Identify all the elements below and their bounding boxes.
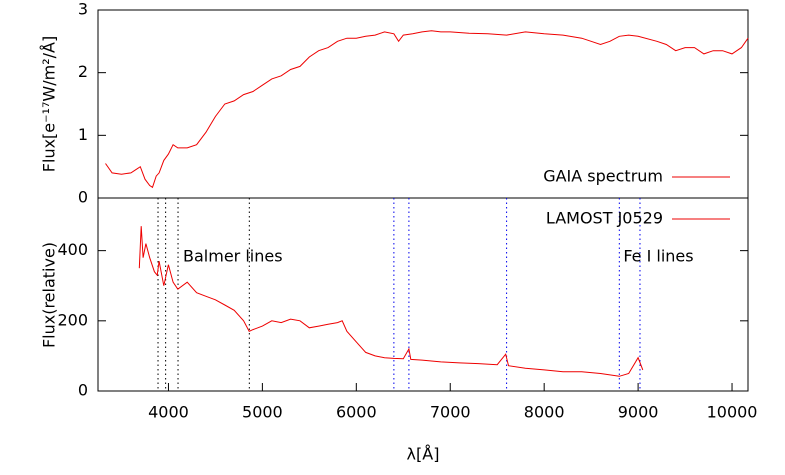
y-axis-label: Flux[e⁻¹⁷W/m²/Å]	[40, 36, 59, 172]
y-tick-label: 2	[78, 62, 88, 81]
y-axis-label: Flux(relative)	[40, 242, 59, 348]
legend-label: GAIA spectrum	[543, 167, 663, 186]
reference-label: Balmer lines	[183, 247, 283, 266]
x-tick-label: 4000	[148, 403, 189, 422]
x-tick-label: 9000	[618, 403, 659, 422]
x-tick-label: 6000	[336, 403, 377, 422]
x-tick-label: 7000	[430, 403, 471, 422]
x-tick-label: 5000	[242, 403, 283, 422]
x-tick-label: 10000	[707, 403, 758, 422]
y-tick-label: 3	[78, 0, 88, 19]
y-tick-label: 0	[78, 188, 88, 207]
series-line	[105, 30, 749, 189]
x-tick-label: 8000	[524, 403, 565, 422]
y-tick-label: 0	[78, 381, 88, 400]
series-line	[138, 226, 644, 377]
x-axis-label: λ[Å]	[407, 445, 440, 464]
legend-label: LAMOST J0529	[546, 209, 663, 228]
y-tick-label: 200	[57, 310, 88, 329]
reference-label: Fe I lines	[623, 247, 693, 266]
bottom-frame	[97, 197, 749, 392]
y-tick-label: 1	[78, 125, 88, 144]
y-tick-label: 400	[57, 240, 88, 259]
